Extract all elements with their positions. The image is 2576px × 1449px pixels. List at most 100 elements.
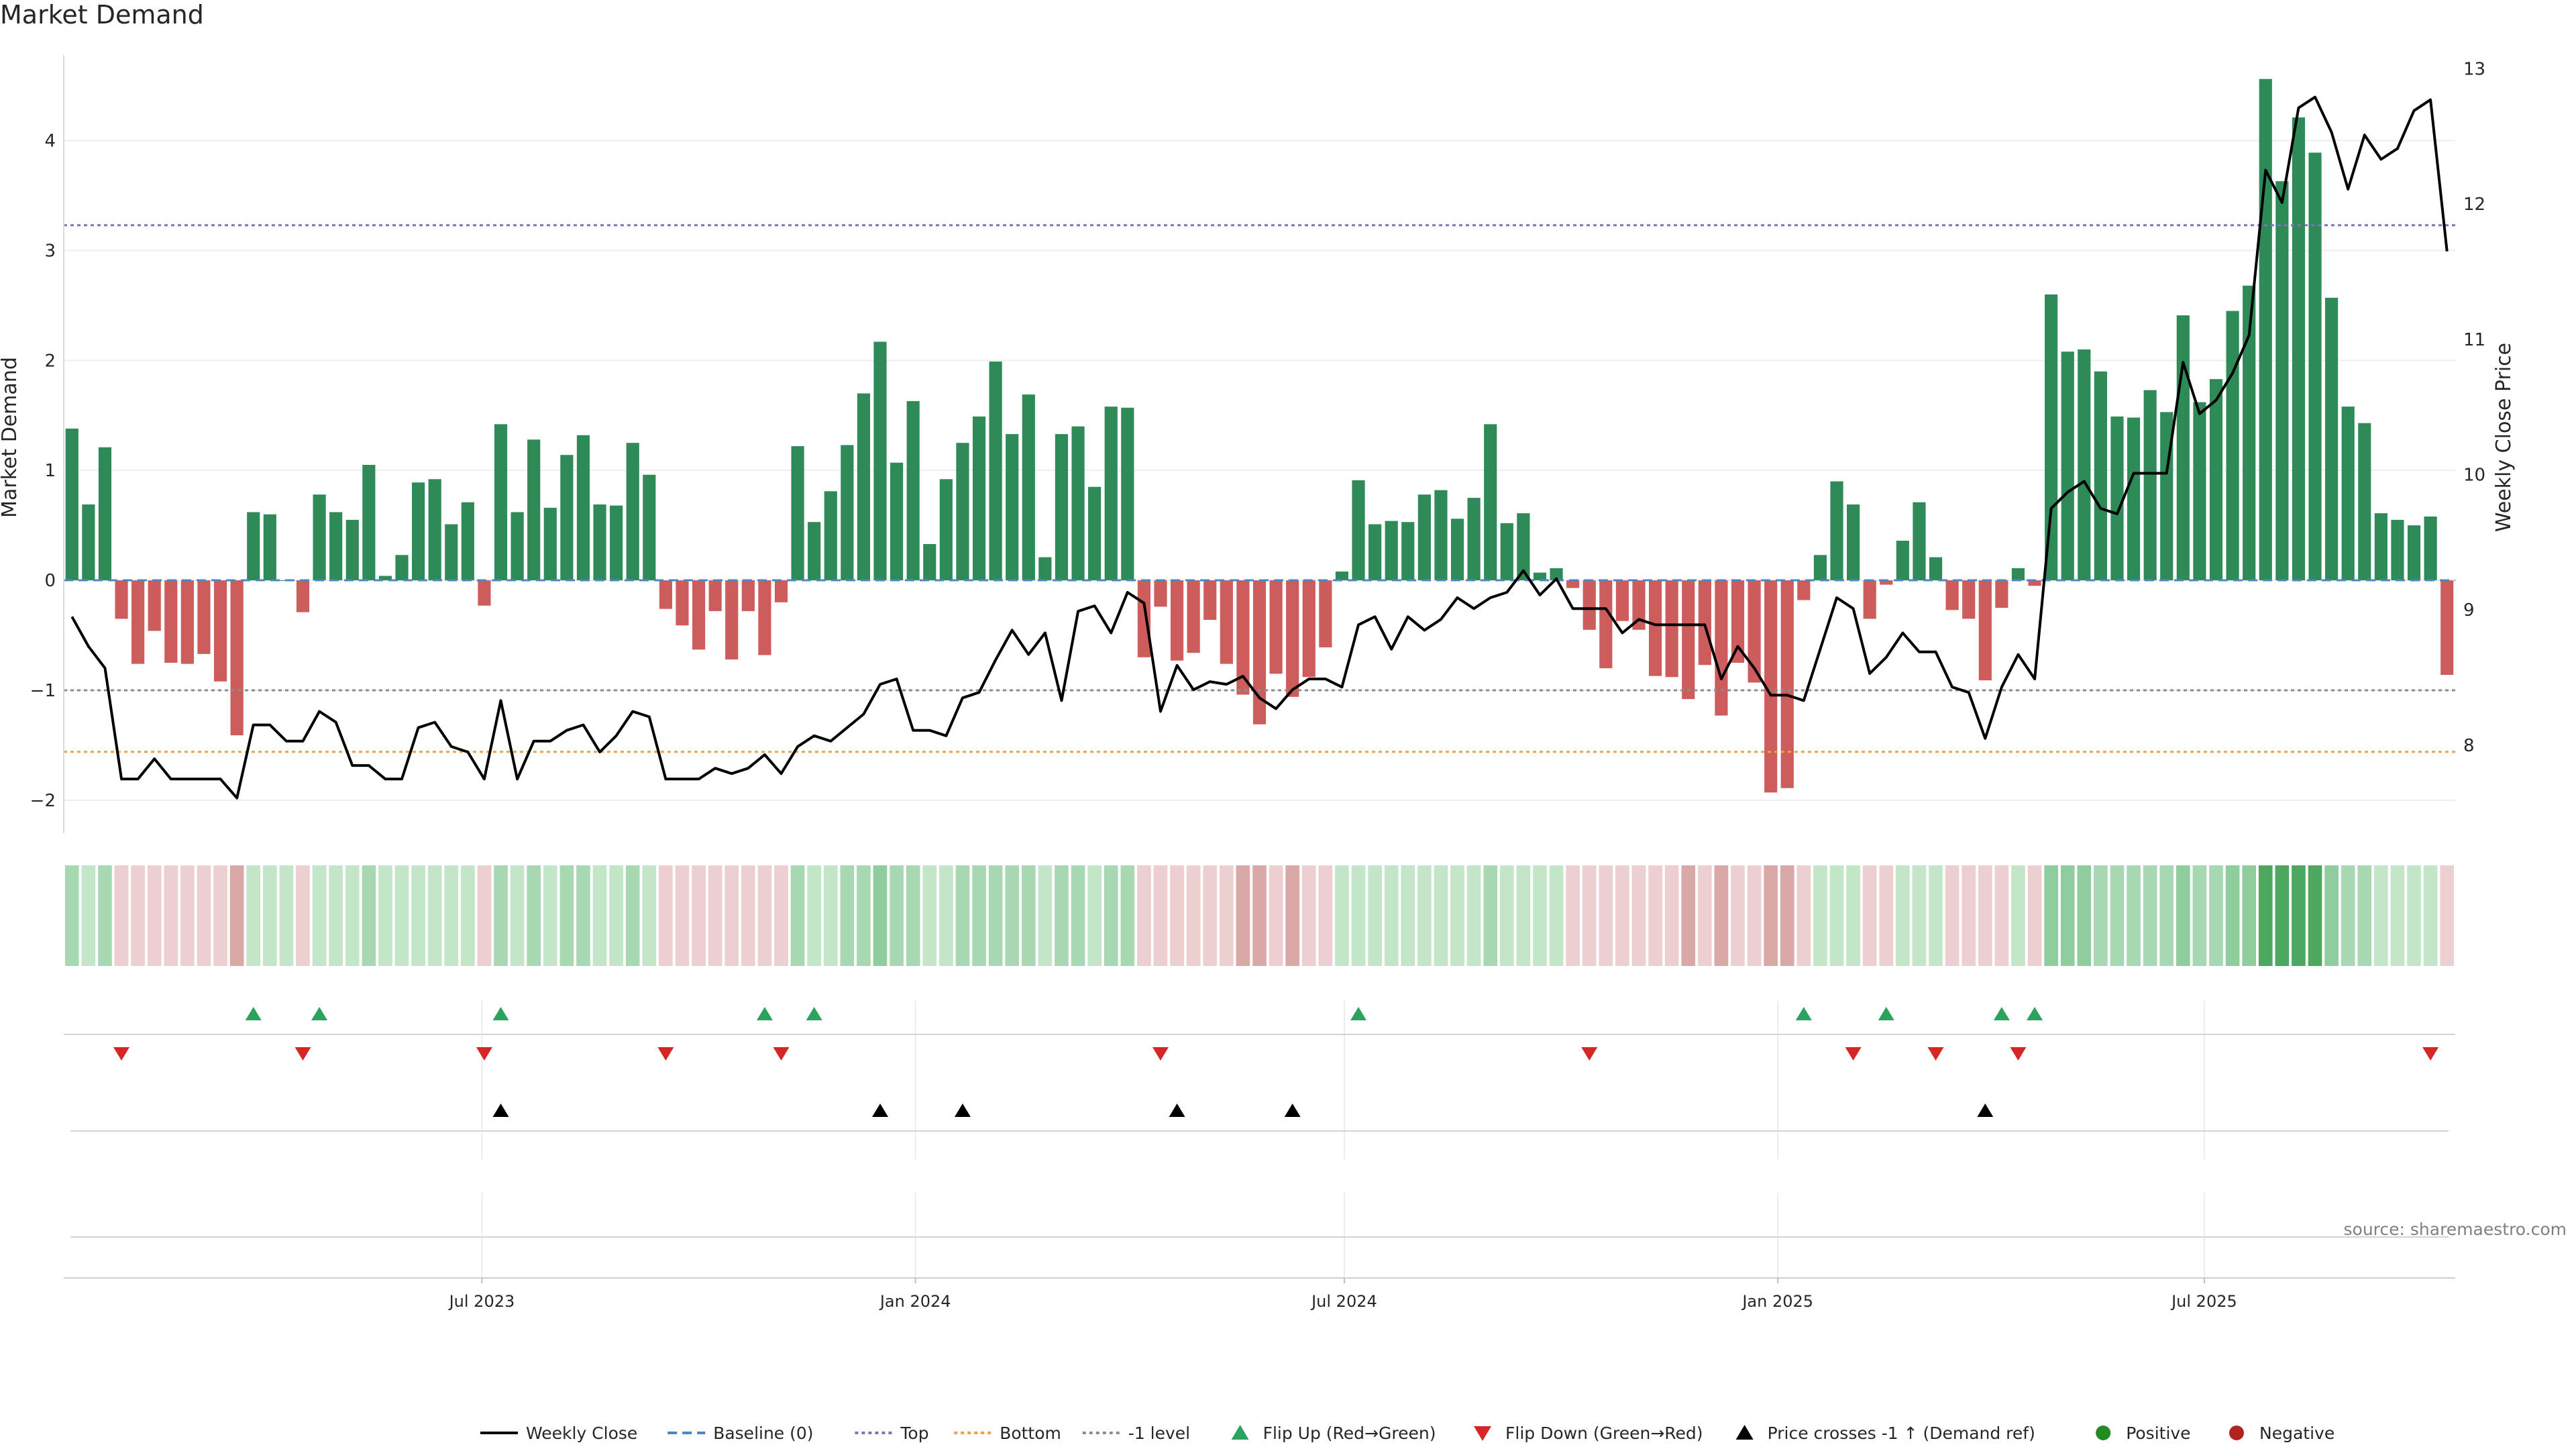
demand-strip-cell	[857, 865, 871, 966]
demand-bar	[148, 580, 161, 631]
demand-strip-cell	[807, 865, 821, 966]
flip-down-marker	[1927, 1047, 1944, 1061]
demand-bar	[857, 393, 871, 581]
flip-down-marker	[1845, 1047, 1862, 1061]
y-axis-title: Market Demand	[0, 357, 21, 518]
demand-bar	[626, 443, 639, 581]
demand-bar	[1830, 481, 1843, 581]
demand-bar	[263, 514, 276, 581]
demand-strip-cell	[708, 865, 722, 966]
demand-bar	[2011, 568, 2025, 581]
demand-bar	[1566, 580, 1580, 588]
demand-bar	[2143, 390, 2157, 581]
demand-strip-cell	[1434, 865, 1448, 966]
demand-strip-cell	[1417, 865, 1432, 966]
demand-bar	[412, 482, 425, 581]
demand-bar	[445, 524, 458, 581]
flip-down-marker	[1152, 1047, 1169, 1061]
demand-strip-cell	[1368, 865, 1382, 966]
demand-strip-cell	[692, 865, 706, 966]
demand-bar	[82, 504, 95, 581]
demand-strip-cell	[890, 865, 904, 966]
legend-label: Negative	[2259, 1424, 2334, 1443]
demand-bar	[1945, 580, 1959, 610]
demand-bar	[1978, 580, 1992, 681]
demand-bar	[2308, 152, 2322, 581]
demand-bar	[2127, 417, 2141, 581]
price-cross-marker	[872, 1104, 889, 1117]
demand-bar	[708, 580, 722, 611]
demand-strip-cell	[1269, 865, 1283, 966]
demand-strip-cell	[1153, 865, 1168, 966]
demand-strip-cell	[1236, 865, 1250, 966]
demand-strip-cell	[345, 865, 360, 966]
demand-bar	[1137, 580, 1150, 657]
flip-down-marker	[476, 1047, 492, 1061]
demand-bar	[1896, 541, 1909, 581]
demand-bar	[1055, 434, 1069, 581]
demand-strip-cell	[1698, 865, 1712, 966]
demand-strip-cell	[642, 865, 657, 966]
demand-bar	[1187, 580, 1200, 653]
demand-bar	[2374, 513, 2387, 581]
demand-strip-cell	[131, 865, 145, 966]
demand-bar	[345, 519, 359, 581]
demand-strip-cell	[2292, 865, 2306, 966]
demand-strip-cell	[2027, 865, 2042, 966]
y2-axis-title: Weekly Close Price	[2492, 343, 2516, 532]
demand-strip-cell	[1549, 865, 1564, 966]
demand-strip-cell	[1714, 865, 1729, 966]
flip-down-marker	[2010, 1047, 2027, 1061]
chart-title: Market Demand	[0, 0, 204, 30]
demand-bar	[774, 580, 788, 602]
demand-bar	[2094, 371, 2107, 581]
legend-marker	[1735, 1425, 1754, 1440]
demand-bar	[593, 504, 606, 581]
demand-strip-cell	[1929, 865, 1943, 966]
demand-strip-cell	[2275, 865, 2290, 966]
demand-bar	[2391, 519, 2404, 581]
demand-strip-cell	[2060, 865, 2075, 966]
demand-strip-cell	[147, 865, 162, 966]
demand-bar	[1962, 580, 1976, 619]
demand-strip-cell	[2110, 865, 2125, 966]
demand-strip-cell	[576, 865, 590, 966]
legend-marker	[2229, 1426, 2244, 1440]
demand-strip-cell	[2390, 865, 2405, 966]
demand-strip-cell	[1170, 865, 1184, 966]
demand-bar	[1913, 502, 1926, 581]
demand-bar	[2325, 297, 2339, 581]
demand-strip-cell	[972, 865, 986, 966]
demand-bar	[2243, 285, 2256, 581]
demand-bar	[2045, 294, 2058, 581]
demand-strip-cell	[1912, 865, 1927, 966]
demand-strip-cell	[2308, 865, 2322, 966]
demand-bar	[329, 512, 343, 581]
demand-bar	[1929, 557, 1943, 581]
demand-bar	[841, 445, 854, 581]
demand-strip-cell	[1055, 865, 1069, 966]
demand-bar	[1731, 580, 1745, 663]
demand-strip-cell	[1533, 865, 1547, 966]
demand-bar	[2292, 117, 2306, 581]
demand-bar	[923, 543, 936, 581]
demand-strip-cell	[1401, 865, 1415, 966]
demand-bar	[1006, 434, 1019, 581]
y2-tick-label: 9	[2463, 600, 2475, 621]
demand-bar	[1170, 580, 1184, 661]
demand-strip-cell	[1203, 865, 1218, 966]
y2-tick-label: 12	[2463, 195, 2485, 215]
demand-strip-cell	[229, 865, 244, 966]
x-tick-label: Jul 2024	[1310, 1292, 1377, 1311]
demand-bar	[1813, 555, 1827, 581]
demand-strip-cell	[1764, 865, 1778, 966]
y2-tick-label: 11	[2463, 330, 2485, 350]
demand-strip-cell	[955, 865, 970, 966]
flip-up-marker	[1878, 1007, 1894, 1020]
demand-strip-cell	[98, 865, 112, 966]
y-tick-label: −2	[30, 791, 56, 811]
demand-bar	[65, 428, 78, 581]
demand-strip-cell	[1483, 865, 1498, 966]
demand-strip-cell	[394, 865, 409, 966]
demand-bar	[1682, 580, 1695, 700]
